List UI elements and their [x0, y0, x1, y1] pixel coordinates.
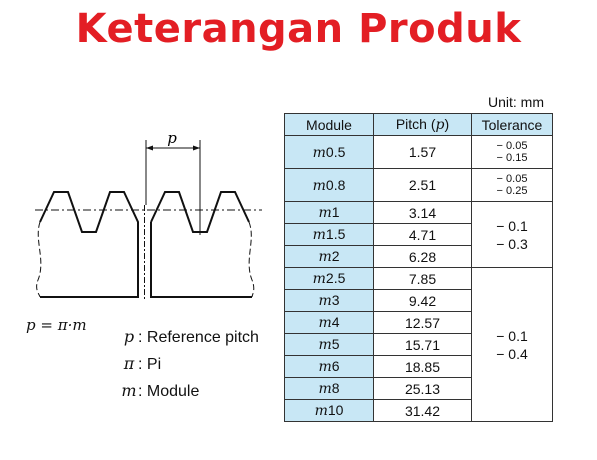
pitch-cell: 9.42 — [373, 289, 472, 312]
tolerance-cell: − 0.1− 0.3 — [471, 201, 553, 268]
module-cell: m1 — [284, 201, 374, 224]
pitch-cell: 12.57 — [373, 311, 472, 334]
module-cell: m5 — [284, 333, 374, 356]
table-row: m3 9.42 — [284, 289, 553, 312]
header-pitch: Pitch (p) — [373, 113, 472, 136]
module-cell: m10 — [284, 399, 374, 422]
pitch-cell: 31.42 — [373, 399, 472, 422]
table-row: m5 15.71 — [284, 333, 553, 356]
page-title: Keterangan Produk — [75, 6, 522, 52]
pitch-formula: p = π·m — [26, 316, 87, 334]
module-cell: m3 — [284, 289, 374, 312]
pitch-symbol: p — [167, 129, 177, 147]
module-cell: m8 — [284, 377, 374, 400]
header-module: Module — [284, 113, 374, 136]
pitch-cell: 25.13 — [373, 377, 472, 400]
table-row: m1 3.14 − 0.1− 0.3 — [284, 201, 553, 268]
table-row: m10 31.42 — [284, 399, 553, 422]
pitch-cell: 2.51 — [373, 168, 472, 202]
legend-item-pitch: p: Reference pitch — [123, 327, 259, 346]
table-row: m0.5 1.57 − 0.05− 0.15 — [284, 135, 553, 169]
pitch-cell: 18.85 — [373, 355, 472, 378]
pitch-cell: 4.71 — [373, 223, 472, 246]
pitch-cell: 3.14 — [373, 201, 472, 224]
tolerance-cell: − 0.05− 0.25 — [471, 168, 553, 202]
pitch-cell: 6.28 — [373, 245, 472, 268]
legend-item-pi: π: Pi — [123, 354, 162, 373]
module-cell: m1.5 — [284, 223, 374, 246]
module-cell: m6 — [284, 355, 374, 378]
module-cell: m0.5 — [284, 135, 374, 169]
tolerance-cell: − 0.1− 0.4 — [471, 267, 553, 422]
legend-item-module: m: Module — [121, 381, 200, 400]
table-row: m0.8 2.51 − 0.05− 0.25 — [284, 168, 553, 202]
table-row: m8 25.13 — [284, 377, 553, 400]
table-row: m6 18.85 — [284, 355, 553, 378]
module-cell: m2.5 — [284, 267, 374, 290]
header-tolerance: Tolerance — [471, 113, 553, 136]
unit-label: Unit: mm — [488, 94, 544, 110]
rack-pitch-diagram: p — [35, 129, 262, 300]
module-cell: m0.8 — [284, 168, 374, 202]
tolerance-cell: − 0.05− 0.15 — [471, 135, 553, 169]
pitch-cell: 15.71 — [373, 333, 472, 356]
module-cell: m2 — [284, 245, 374, 268]
module-cell: m4 — [284, 311, 374, 334]
pitch-cell: 1.57 — [373, 135, 472, 169]
table-row: m4 12.57 — [284, 311, 553, 334]
module-pitch-table: Module Pitch (p) Tolerance m0.5 1.57 − 0… — [284, 113, 553, 422]
pitch-cell: 7.85 — [373, 267, 472, 290]
table-row: m2.5 7.85 − 0.1− 0.4 — [284, 267, 553, 422]
